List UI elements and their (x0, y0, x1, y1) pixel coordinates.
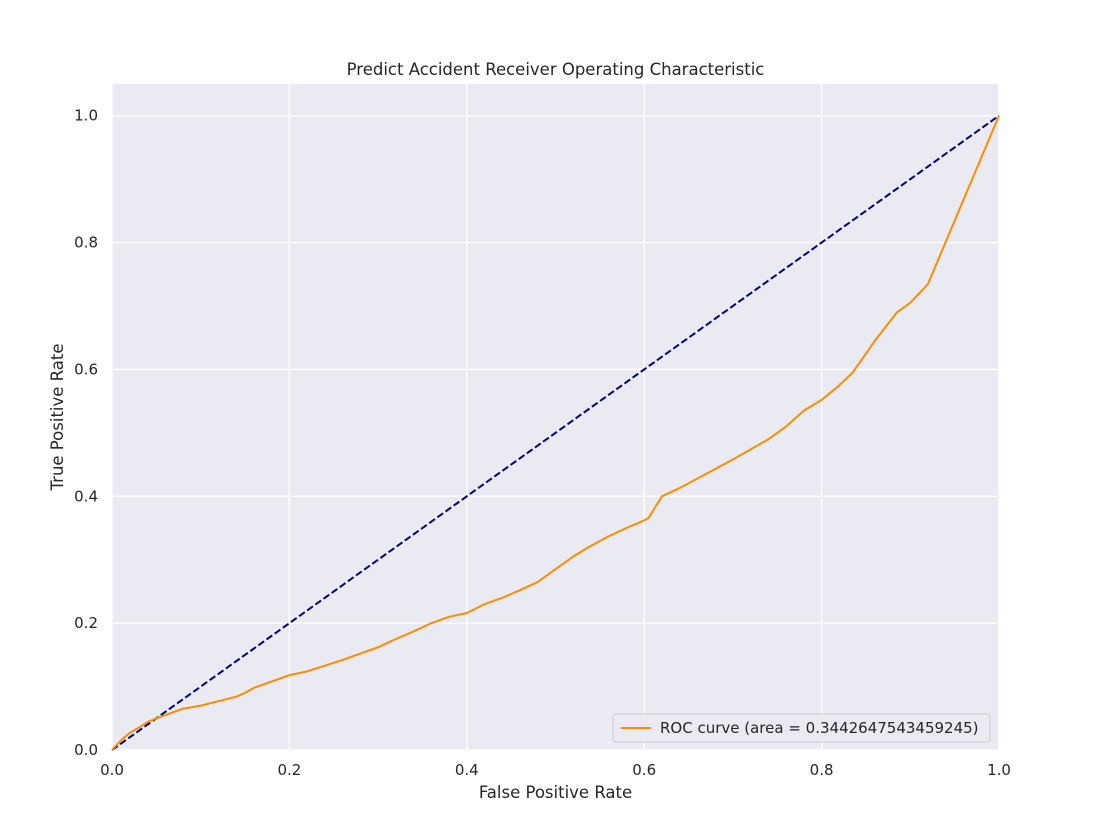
x-axis-label: False Positive Rate (479, 783, 632, 802)
legend-box (612, 713, 991, 743)
y-tick-label: 0.8 (74, 234, 98, 252)
x-tick-label: 0.8 (810, 761, 834, 779)
chart-title: Predict Accident Receiver Operating Char… (347, 60, 765, 79)
roc-curve-line (111, 115, 1000, 751)
y-tick-label: 0.4 (74, 487, 98, 505)
y-tick-label: 0.0 (74, 741, 98, 759)
x-tick-label: 0.6 (632, 761, 656, 779)
y-tick-labels: 0.0 0.2 0.4 0.6 0.8 1.0 (74, 107, 98, 759)
series-layer (111, 114, 1000, 751)
y-tick-label: 0.6 (74, 360, 98, 378)
plot-background (112, 84, 999, 750)
y-tick-label: 0.2 (74, 614, 98, 632)
diagonal-reference-line (111, 114, 1000, 751)
x-tick-labels: 0.0 0.2 0.4 0.6 0.8 1.0 (100, 761, 1011, 779)
x-tick-label: 0.4 (455, 761, 479, 779)
grid-lines (111, 84, 1000, 751)
legend-label-roc: ROC curve (area = 0.3442647543459245) (660, 719, 979, 737)
x-tick-label: 0.0 (100, 761, 124, 779)
legend: ROC curve (area = 0.3442647543459245) (612, 713, 991, 743)
y-tick-label: 1.0 (74, 107, 98, 125)
x-tick-label: 1.0 (987, 761, 1011, 779)
y-axis-label: True Positive Rate (48, 344, 67, 492)
x-tick-label: 0.2 (277, 761, 301, 779)
